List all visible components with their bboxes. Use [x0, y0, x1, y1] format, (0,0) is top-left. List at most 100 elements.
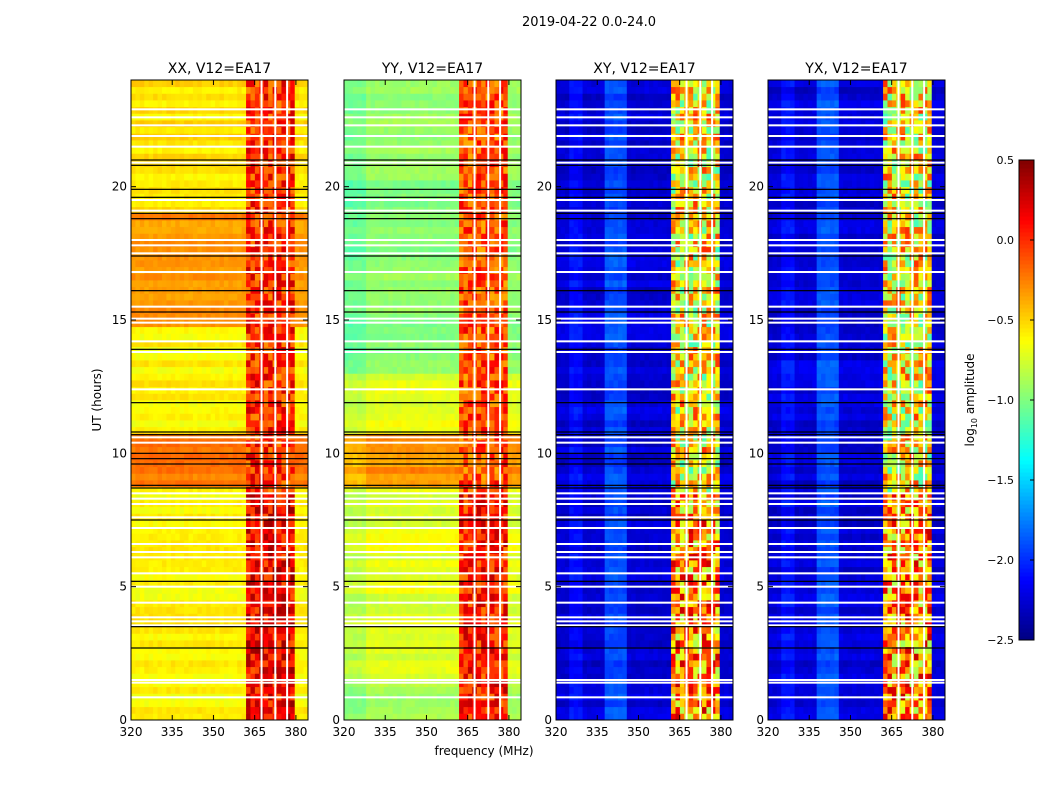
heatmap-cell — [135, 633, 141, 641]
heatmap-cell — [281, 660, 287, 668]
heatmap-cell — [303, 453, 309, 461]
heatmap-cell — [157, 246, 163, 254]
heatmap-cell — [210, 586, 216, 594]
heatmap-cell — [210, 506, 216, 514]
heatmap-cell — [445, 560, 451, 568]
heatmap-cell — [219, 153, 225, 161]
heatmap-cell — [423, 586, 429, 594]
heatmap-cell — [179, 646, 185, 654]
heatmap-cell — [397, 566, 402, 574]
heatmap-cell — [144, 293, 150, 301]
heatmap-cell — [410, 566, 416, 574]
heatmap-cell — [237, 606, 243, 614]
heatmap-cell — [219, 606, 225, 614]
heatmap-cell — [197, 373, 203, 381]
heatmap-cell — [263, 100, 269, 108]
heatmap-cell — [192, 533, 198, 541]
heatmap-cell — [268, 186, 273, 194]
heatmap-cell — [277, 306, 282, 314]
heatmap-cell — [254, 300, 260, 308]
heatmap-cell — [219, 660, 225, 668]
heatmap-cell — [428, 660, 433, 668]
heatmap-cell — [148, 626, 154, 634]
heatmap-cell — [192, 646, 198, 654]
heatmap-cell — [512, 573, 517, 581]
heatmap-cell — [241, 186, 247, 194]
heatmap-cell — [405, 660, 411, 668]
heatmap-cell — [419, 640, 425, 648]
heatmap-cell — [197, 400, 203, 408]
heatmap-cell — [237, 633, 243, 641]
heatmap-cell — [219, 200, 225, 208]
heatmap-cell — [352, 620, 358, 628]
heatmap-cell — [175, 253, 181, 261]
heatmap-cell — [201, 240, 207, 248]
heatmap-cell — [228, 126, 234, 134]
heatmap-cell — [507, 560, 513, 568]
heatmap-cell — [135, 700, 141, 708]
heatmap-cell — [254, 146, 260, 154]
heatmap-cell — [131, 226, 136, 234]
heatmap-cell — [179, 100, 185, 108]
heatmap-cell — [254, 466, 260, 474]
heatmap-cell — [281, 573, 287, 581]
heatmap-cell — [232, 373, 238, 381]
heatmap-cell — [388, 620, 394, 628]
heatmap-cell — [285, 180, 291, 188]
heatmap-cell — [197, 493, 203, 501]
heatmap-cell — [348, 640, 354, 648]
heatmap-cell — [250, 626, 256, 634]
heatmap-cell — [285, 713, 291, 721]
heatmap-cell — [148, 213, 154, 221]
heatmap-cell — [219, 406, 225, 414]
heatmap-cell — [277, 153, 282, 161]
heatmap-cell — [268, 326, 273, 334]
heatmap-cell — [153, 426, 158, 434]
heatmap-cell — [144, 100, 150, 108]
heatmap-cell — [210, 280, 216, 288]
heatmap-cell — [219, 186, 225, 194]
heatmap-cell — [157, 153, 163, 161]
heatmap-cell — [215, 273, 220, 281]
heatmap-cell — [250, 426, 256, 434]
heatmap-cell — [157, 400, 163, 408]
heatmap-cell — [131, 573, 136, 581]
heatmap-cell — [281, 366, 287, 374]
heatmap-cell — [516, 686, 522, 694]
heatmap-cell — [219, 673, 225, 681]
heatmap-cell — [232, 493, 238, 501]
heatmap-cell — [201, 353, 207, 361]
heatmap-cell — [294, 700, 300, 708]
heatmap-cell — [263, 626, 269, 634]
heatmap-cell — [210, 166, 216, 174]
heatmap-cell — [135, 446, 141, 454]
heatmap-cell — [188, 420, 194, 428]
heatmap-cell — [250, 686, 256, 694]
heatmap-cell — [232, 420, 238, 428]
heatmap-cell — [250, 226, 256, 234]
heatmap-cell — [268, 506, 273, 514]
heatmap-cell — [175, 340, 181, 348]
heatmap-cell — [206, 306, 212, 314]
heatmap-cell — [166, 240, 172, 248]
heatmap-cell — [374, 606, 380, 614]
heatmap-cell — [153, 533, 158, 541]
heatmap-cell — [281, 666, 287, 674]
heatmap-cell — [436, 546, 442, 554]
heatmap-cell — [277, 660, 282, 668]
heatmap-cell — [197, 633, 203, 641]
heatmap-cell — [294, 413, 300, 421]
heatmap-cell — [294, 606, 300, 614]
heatmap-cell — [294, 400, 300, 408]
heatmap-cell — [294, 713, 300, 721]
heatmap-cell — [263, 120, 269, 128]
heatmap-cell — [299, 340, 304, 348]
heatmap-cell — [237, 253, 243, 261]
flag-boundary-line — [131, 434, 308, 436]
heatmap-cell — [210, 620, 216, 628]
heatmap-cell — [215, 466, 220, 474]
heatmap-cell — [192, 453, 198, 461]
heatmap-cell — [201, 213, 207, 221]
heatmap-cell — [161, 573, 167, 581]
heatmap-cell — [241, 360, 247, 368]
